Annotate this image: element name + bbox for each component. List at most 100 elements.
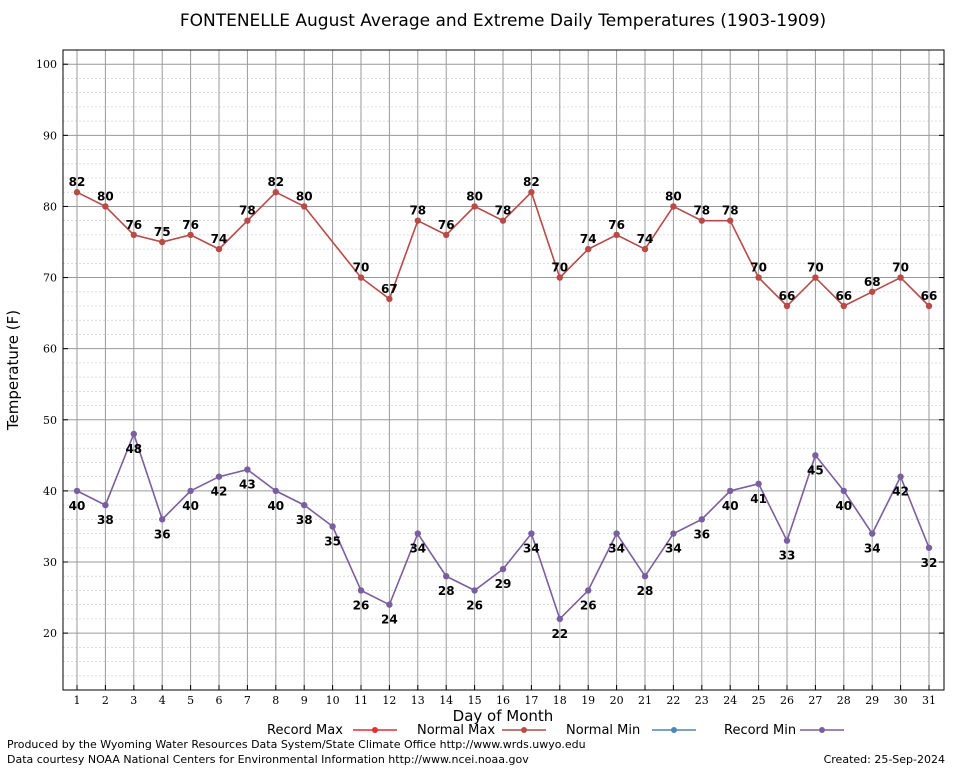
data-label: 40 [267,499,284,513]
x-tick-label: 20 [610,694,624,707]
legend: Record Max Normal Max Normal Min Record … [267,723,844,738]
data-label: 76 [125,218,142,232]
x-tick-label: 31 [922,694,936,707]
data-point [102,203,109,210]
data-label: 34 [608,542,625,556]
data-point [499,565,507,573]
data-point [670,530,677,537]
data-label: 66 [921,289,938,303]
data-point [357,587,365,594]
data-point [840,487,847,495]
legend-marker-record-max [372,727,378,733]
x-tick-label: 21 [638,694,652,707]
data-label: 75 [154,225,171,239]
x-tick-label: 5 [187,694,194,707]
data-point [585,245,592,253]
data-point [272,189,279,196]
data-label: 82 [267,175,284,189]
x-tick-label: 3 [130,694,137,707]
data-label: 76 [438,218,455,232]
x-tick-label: 27 [808,694,822,707]
data-point [159,516,166,523]
x-tick-label: 23 [695,694,709,707]
x-axis-label: Day of Month [453,707,554,725]
data-point [215,245,223,253]
y-tick-label: 70 [43,272,57,285]
footer-created: Created: 25-Sep-2024 [824,753,945,766]
data-label: 26 [466,598,483,612]
data-point [130,430,137,438]
data-point [528,530,535,537]
data-point [244,217,251,224]
x-tick-label: 28 [837,694,851,707]
data-label: 70 [353,261,370,275]
data-point [698,217,705,224]
y-tick-label: 60 [43,343,57,356]
chart-grid [63,49,944,690]
data-label: 41 [750,492,767,506]
data-label: 40 [69,499,86,513]
x-tick-label: 11 [354,694,368,707]
legend-label-record-min: Record Min [724,723,796,738]
x-tick-label: 22 [666,694,680,707]
data-label: 40 [722,499,739,513]
data-label: 34 [409,542,426,556]
data-label: 42 [211,485,228,499]
data-label: 74 [580,232,597,246]
data-point [897,473,904,480]
data-point [613,530,620,537]
x-tick-label: 19 [581,694,595,707]
data-label: 34 [864,542,881,556]
data-point [272,487,279,495]
data-label: 74 [637,232,654,246]
data-label: 67 [381,282,398,296]
data-point [641,573,649,580]
data-point [102,501,109,509]
x-tick-label: 26 [780,694,794,707]
data-point [301,203,308,210]
data-point [641,245,649,253]
legend-label-record-max: Record Max [267,723,343,738]
data-label: 26 [353,598,370,612]
data-point [159,238,166,246]
data-label: 34 [523,542,540,556]
data-label: 48 [125,442,142,456]
data-label: 82 [69,175,86,189]
x-tick-label: 17 [524,694,538,707]
data-point [755,274,762,281]
data-label: 78 [693,204,710,218]
data-label: 38 [296,513,313,527]
data-label: 78 [409,204,426,218]
data-label: 66 [779,289,796,303]
data-label: 28 [438,584,455,598]
data-point [812,452,819,459]
data-point [528,189,535,196]
data-label: 78 [495,204,512,218]
data-point [357,274,365,281]
data-label: 36 [154,527,171,541]
data-point [897,274,904,281]
y-tick-label: 90 [43,129,57,142]
data-point [925,302,933,310]
x-tick-label: 12 [382,694,396,707]
data-point [301,501,308,509]
data-point [783,537,791,544]
data-point [698,516,705,523]
data-label: 22 [551,627,568,641]
data-label: 78 [722,204,739,218]
data-point [585,587,592,594]
x-tick-label: 1 [74,694,81,707]
data-point [755,480,762,487]
data-label: 42 [892,485,909,499]
x-tick-label: 2 [102,694,109,707]
data-point [215,473,223,480]
data-point [244,466,251,473]
x-tick-label: 29 [865,694,879,707]
y-tick-label: 100 [36,58,57,71]
footer-courtesy: Data courtesy NOAA National Centers for … [7,753,529,766]
series-line-normal-max [76,190,930,308]
x-tick-label: 13 [411,694,425,707]
x-tick-label: 9 [301,694,308,707]
data-label: 74 [211,232,228,246]
x-tick-label: 4 [159,694,166,707]
